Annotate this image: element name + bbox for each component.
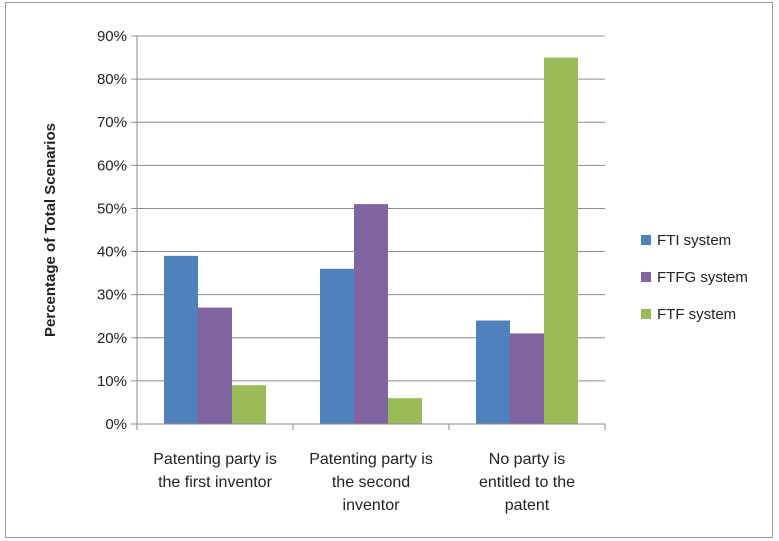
category-labels: Patenting party is the first inventor Pate… [153, 451, 575, 514]
y-tick-label: 50% [97, 200, 127, 217]
y-tick-label: 70% [97, 114, 127, 131]
y-tick-label: 20% [97, 330, 127, 347]
y-tick-label: 90% [97, 28, 127, 45]
legend-swatch [641, 272, 651, 282]
y-tick-label: 60% [97, 157, 127, 174]
legend-item: FTF system [641, 306, 736, 323]
y-tick-labels: 0% 10% 20% 30% 40% 50% 60% 70% 80% 90% [97, 28, 127, 433]
y-tick-label: 40% [97, 244, 127, 261]
legend-item: FTI system [641, 232, 731, 249]
bar-fti-system [476, 320, 510, 424]
y-tick-label: 10% [97, 373, 127, 390]
legend-label: FTI system [657, 232, 731, 249]
bar-ftf-system [544, 57, 578, 425]
y-tick-label: 0% [105, 416, 127, 433]
x-category-label: Patenting party is the second inventor [309, 451, 433, 514]
bar-ftfg-system [354, 204, 388, 424]
legend: FTI system FTFG system FTF system [641, 232, 748, 323]
bar-fti-system [164, 255, 198, 424]
bars [164, 57, 578, 425]
bar-fti-system [320, 268, 354, 424]
legend-swatch [641, 235, 651, 245]
legend-item: FTFG system [641, 269, 748, 286]
axes [131, 35, 606, 430]
legend-label: FTFG system [657, 269, 748, 286]
bar-ftf-system [388, 398, 422, 424]
y-tick-label: 30% [97, 287, 127, 304]
y-axis-title: Percentage of Total Scenarios [42, 123, 59, 337]
legend-label: FTF system [657, 306, 736, 323]
bar-ftfg-system [198, 307, 232, 424]
x-category-label: No party is entitled to the patent [479, 451, 575, 514]
x-category-label: Patenting party is the first inventor [153, 451, 277, 491]
bar-ftfg-system [510, 333, 544, 424]
chart-frame [5, 2, 773, 538]
y-tick-label: 80% [97, 71, 127, 88]
legend-swatch [641, 309, 651, 319]
bar-ftf-system [232, 385, 266, 424]
